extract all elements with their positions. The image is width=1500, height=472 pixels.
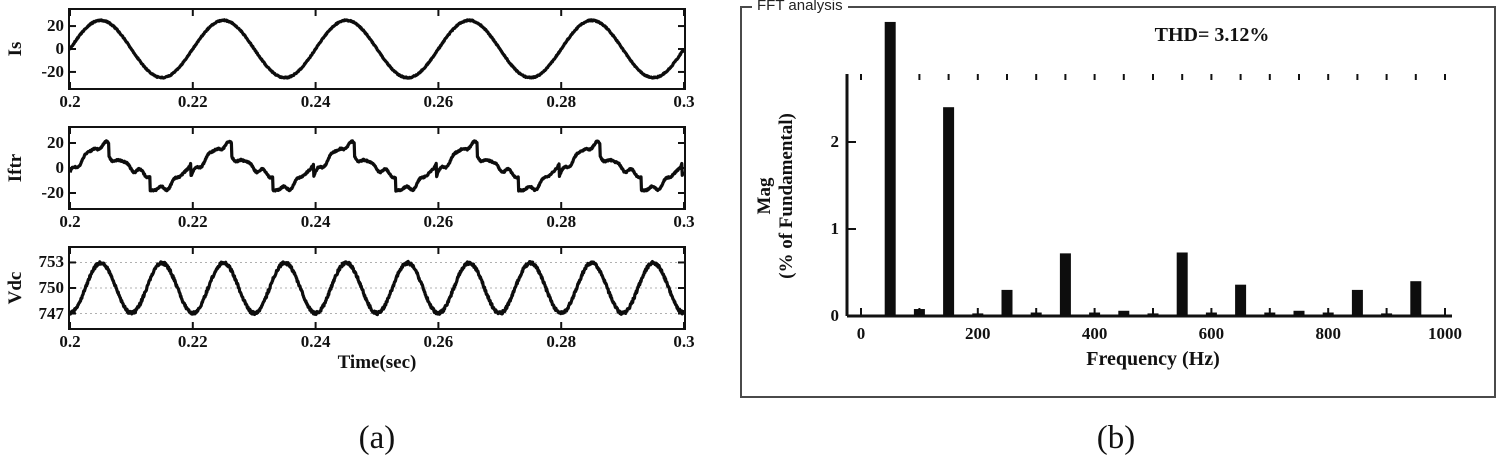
is-waveform-plot: 20 0 -20 0.2 0.22 0.24 0.26 0.28 0.3: [41, 8, 695, 111]
subplot-is: Is 20 0 -20 0.2 0.22 0.24 0.26 0.28 0.3: [5, 8, 695, 111]
is-waveform-plot-canvas: [70, 10, 684, 88]
time-domain-panel: Is 20 0 -20 0.2 0.22 0.24 0.26 0.28 0.3 Iftr 20 0…: [0, 0, 710, 410]
x-tick-label: 0.26: [423, 332, 454, 351]
caption-b: (b): [1096, 420, 1136, 456]
y-tick-label: -20: [41, 183, 64, 202]
x-tick-label: 0.24: [300, 332, 331, 351]
vdc-axis-label: Vdc: [5, 271, 26, 305]
subplot-vdc: Vdc 753 750 747 0.2 0.22 0.24 0.26 0.28 0.3: [5, 246, 695, 351]
x-tick-label: 0.22: [177, 332, 208, 351]
x-tick-label: 0.2: [59, 212, 81, 231]
x-tick-label: 0.3: [673, 332, 695, 351]
fft-x-tick-label: 1000: [1428, 324, 1462, 343]
iftr-waveform-plot-canvas: [70, 128, 684, 208]
x-tick-label: 0.26: [423, 92, 454, 111]
thd-annotation: THD= 3.12%: [1154, 24, 1270, 46]
y-tick-label: 20: [47, 133, 64, 152]
fft-y-tick-label: 1: [830, 219, 840, 238]
iftr-axis-label: Iftr: [5, 153, 26, 183]
y-tick-label: 0: [55, 158, 65, 177]
x-tick-label: 0.28: [546, 92, 577, 111]
x-tick-label: 0.2: [59, 92, 81, 111]
fft-y-axis-label: Mag (% of Fundamental): [754, 113, 798, 279]
time-axis-label: Time(sec): [337, 352, 417, 373]
x-tick-label: 0.28: [546, 212, 577, 231]
fft-bar-plot: 0 1 2 0 200 400 600 800 1000: [742, 8, 1490, 392]
y-tick-label: 747: [38, 303, 65, 323]
y-tick-label: -20: [41, 61, 64, 81]
fft-x-axis-label: Frequency (Hz): [1086, 348, 1220, 370]
is-axis-label: Is: [5, 41, 26, 57]
y-tick-label: 750: [38, 278, 65, 297]
y-tick-label: 753: [38, 252, 65, 272]
fft-x-tick-label: 600: [1198, 324, 1225, 343]
subplot-iftr: Iftr 20 0 -20 0.2 0.22 0.24 0.26 0.28 0.3: [5, 126, 695, 231]
x-tick-label: 0.22: [177, 92, 208, 111]
x-tick-label: 0.3: [673, 92, 695, 111]
vdc-waveform-plot-canvas: [70, 248, 684, 328]
fft-y-axis-label-line2: (% of Fundamental): [776, 113, 797, 279]
x-tick-label: 0.24: [300, 212, 331, 231]
vdc-waveform-plot: 753 750 747 0.2 0.22 0.24 0.26 0.28 0.3: [39, 246, 695, 351]
fft-x-tick-label: 400: [1081, 324, 1108, 343]
fft-x-tick-label: 200: [965, 324, 991, 343]
y-tick-label: 0: [55, 39, 65, 58]
x-tick-label: 0.3: [673, 212, 695, 231]
x-tick-label: 0.24: [300, 92, 331, 111]
fft-y-tick-label: 0: [830, 306, 840, 325]
fft-bar-plot-canvas: [742, 8, 1490, 392]
fft-y-axis-label-line1: Mag: [754, 177, 776, 215]
x-tick-label: 0.26: [423, 212, 454, 231]
fft-x-tick-label: 800: [1315, 324, 1341, 343]
x-tick-label: 0.28: [546, 332, 577, 351]
x-tick-label: 0.2: [59, 332, 81, 351]
fft-x-tick-label: 0: [856, 324, 866, 343]
caption-a: (a): [358, 420, 396, 456]
fft-y-tick-label: 2: [830, 132, 840, 151]
iftr-waveform-plot: 20 0 -20 0.2 0.22 0.24 0.26 0.28 0.3: [41, 126, 695, 231]
x-tick-label: 0.22: [177, 212, 208, 231]
y-tick-label: 20: [47, 16, 64, 36]
fft-panel: FFT analysis 0 1 2 0 200 400 600 800 1000 THD= 3…: [740, 0, 1496, 398]
